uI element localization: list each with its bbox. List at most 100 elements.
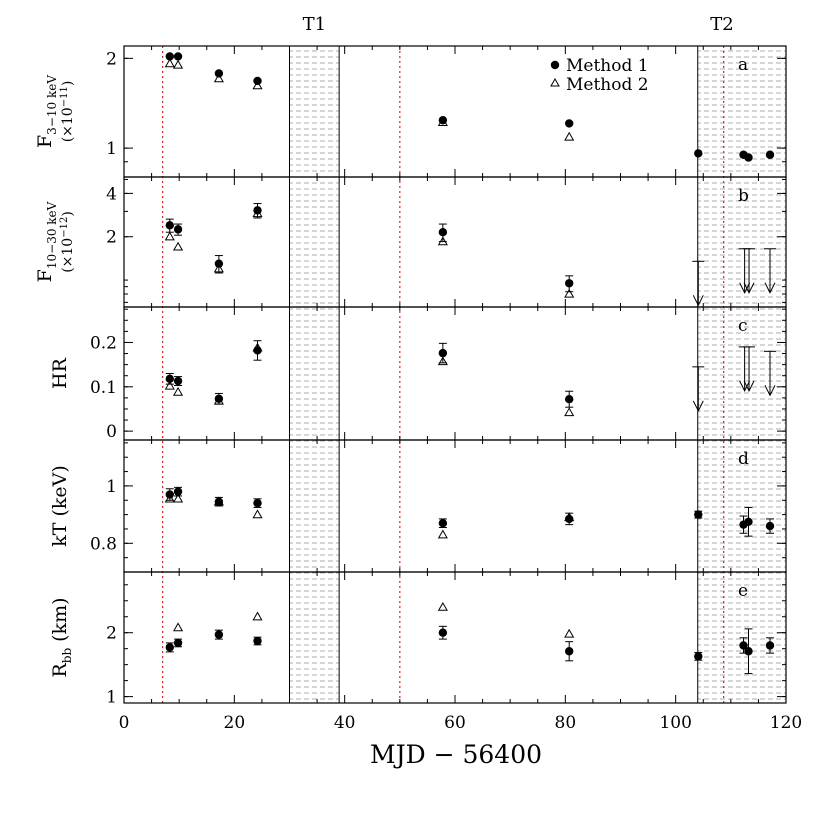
y-tick-label: 1 <box>106 688 117 708</box>
method2-point <box>564 628 575 638</box>
panel-c: 0 0.1 0.2 c HR <box>49 306 787 442</box>
method1-point <box>173 376 183 386</box>
method1-point <box>173 487 183 496</box>
x-tick-label: 60 <box>444 713 466 733</box>
method1-point <box>253 498 262 508</box>
method1-point <box>438 348 448 358</box>
method1-point <box>214 497 224 506</box>
x-tick-label: 20 <box>224 713 246 733</box>
method1-point <box>765 641 775 650</box>
method1-point <box>253 346 262 355</box>
shaded-region-t2 <box>697 46 786 703</box>
method1-point <box>173 52 183 61</box>
x-tick-label: 80 <box>555 713 577 733</box>
panel-letter: d <box>738 449 749 469</box>
method1-point <box>438 228 448 237</box>
y-axis-label: kT (keV) <box>49 465 71 547</box>
x-axis-label: MJD − 56400 <box>370 740 542 769</box>
panel-letter: b <box>738 186 749 206</box>
panel-b: 2 4 b F10−30 keV (×10−12) <box>34 176 787 308</box>
y-tick-label: 0 <box>106 422 117 442</box>
y-axis-label: HR <box>49 357 71 389</box>
x-tick-label: 0 <box>119 713 130 733</box>
upper-limit-arrowhead <box>739 380 751 393</box>
method1-point <box>165 643 174 652</box>
method1-point <box>744 647 753 656</box>
method2-point <box>252 509 263 519</box>
y-axis-label: Rbb (km) <box>49 597 74 677</box>
y-axis-label: F3−10 keV <box>34 75 59 148</box>
method1-point <box>214 394 224 403</box>
method1-point <box>173 638 183 648</box>
y-tick-label: 4 <box>106 184 117 204</box>
y-tick-label: 1 <box>106 477 117 497</box>
method1-point <box>253 76 262 86</box>
y-tick-label: 2 <box>106 624 117 644</box>
x-tick-label: 100 <box>659 713 691 733</box>
method1-point <box>694 652 703 661</box>
method2-point <box>564 131 575 141</box>
method1-point <box>214 630 224 639</box>
method2-point <box>213 73 224 83</box>
method1-point <box>564 119 574 128</box>
method1-point <box>694 149 703 158</box>
method1-point <box>744 153 753 162</box>
region-label-t1: T1 <box>303 14 326 35</box>
y-tick-label: 0.2 <box>90 333 117 353</box>
method1-point <box>744 517 753 526</box>
method2-point <box>564 407 575 417</box>
method2-point <box>173 59 184 69</box>
y-tick-label: 0.8 <box>90 534 117 554</box>
y-axis-scale: (×10−11) <box>59 81 76 143</box>
upper-limit-arrowhead <box>764 385 776 397</box>
method2-point <box>164 58 175 68</box>
y-tick-label: 0.1 <box>90 378 117 398</box>
method1-point <box>253 636 262 646</box>
method1-point <box>165 374 174 384</box>
method2-point <box>164 380 175 390</box>
method1-point <box>214 69 224 78</box>
method2-point <box>173 386 184 396</box>
method1-point <box>694 510 703 519</box>
panel-frame <box>123 306 787 441</box>
legend-method1-label: Method 1 <box>566 56 649 76</box>
panel-frame <box>123 176 787 308</box>
y-axis-label: F10−30 keV <box>34 201 59 282</box>
method1-point <box>438 519 448 528</box>
method1-point <box>564 279 574 288</box>
method1-point <box>765 150 775 159</box>
method1-point <box>438 116 448 125</box>
panel-d: 0.8 1 d kT (keV) <box>49 439 787 573</box>
upper-limit-arrowhead <box>692 400 704 412</box>
panel-frame <box>123 45 787 178</box>
method2-point <box>437 601 448 611</box>
y-tick-label: 2 <box>106 49 117 69</box>
x-tick-label: 40 <box>334 713 356 733</box>
method2-point <box>173 241 184 251</box>
y-tick-label: 2 <box>106 228 117 248</box>
method2-point <box>564 288 575 298</box>
method1-point <box>438 628 448 637</box>
method1-point <box>564 395 574 404</box>
panel-letter: e <box>738 581 748 601</box>
method2-point <box>437 529 448 539</box>
y-axis-scale: (×10−12) <box>59 211 76 273</box>
method1-point <box>739 641 748 650</box>
upper-limit-arrowhead <box>743 380 755 393</box>
method1-point <box>564 514 574 524</box>
upper-limit-arrowhead <box>743 282 755 294</box>
upper-limit-arrowhead <box>739 282 751 294</box>
method1-point <box>564 647 574 656</box>
upper-limit-arrowhead <box>692 295 704 307</box>
legend-method1-marker <box>550 60 560 70</box>
method1-point <box>165 490 174 499</box>
method2-point <box>164 231 175 241</box>
panel-frame <box>123 439 787 573</box>
method1-point <box>173 225 183 234</box>
method2-point <box>173 622 184 632</box>
method1-point <box>165 52 174 61</box>
legend-method2-marker <box>550 77 560 87</box>
legend-method2-label: Method 2 <box>566 75 649 95</box>
region-label-t2: T2 <box>710 14 733 35</box>
